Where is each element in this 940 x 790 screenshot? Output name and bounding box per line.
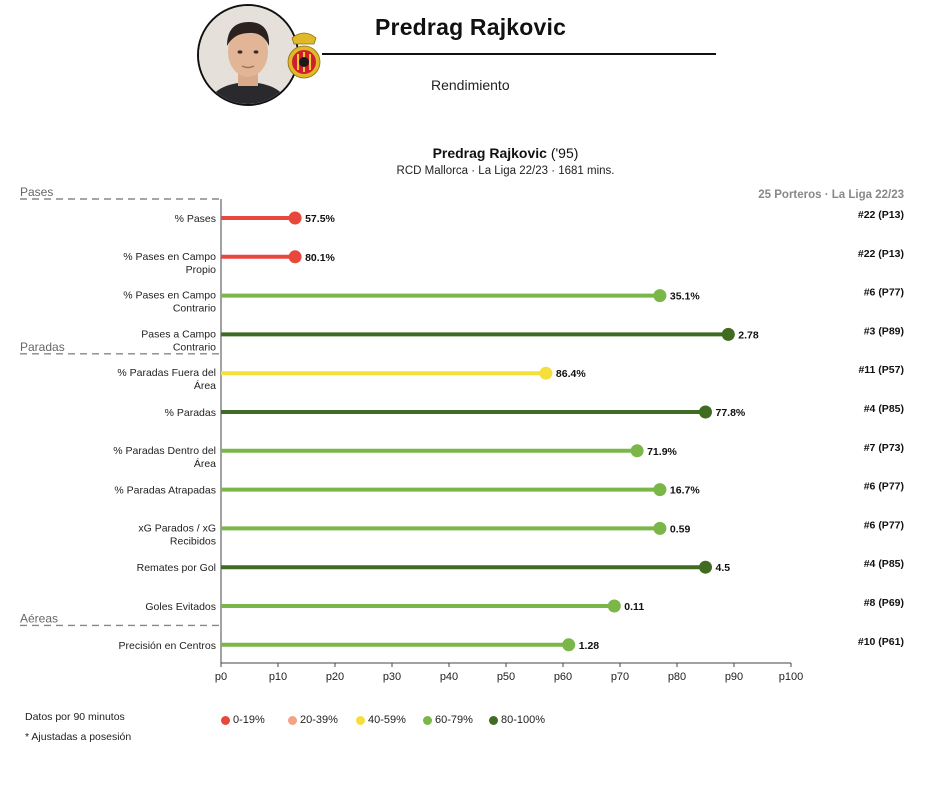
chart-title-name: Predrag Rajkovic [432, 145, 547, 161]
legend-label: 20-39% [300, 714, 338, 726]
note-possession: * Ajustadas a posesión [25, 731, 132, 743]
metric-rank: #4 (P85) [864, 558, 904, 570]
metric-label-line2: Contrario [173, 303, 216, 315]
metric-rank: #22 (P13) [858, 209, 904, 221]
metric-dot [288, 250, 302, 264]
legend-item-40-59: 40-59% [356, 714, 406, 726]
metric-dot [607, 599, 621, 613]
header-divider [322, 53, 716, 55]
section-label: Pases [20, 185, 53, 199]
metric-dot [539, 366, 553, 380]
metric-label-line2: Área [194, 457, 216, 470]
x-tick-label: p50 [497, 671, 515, 683]
legend-item-80-100: 80-100% [489, 714, 545, 726]
metric-dot [653, 483, 667, 497]
metric-value: 2.78 [738, 329, 759, 341]
metric-label-line1: % Pases en Campo [123, 251, 216, 263]
metric-rank: #6 (P77) [864, 481, 904, 493]
metric-dot [288, 211, 302, 225]
x-tick-label: p10 [269, 671, 287, 683]
metric-dot [699, 560, 712, 574]
x-tick-label: p60 [554, 671, 572, 683]
metric-rank: #6 (P77) [864, 287, 904, 299]
metric-rank: #22 (P13) [858, 248, 904, 260]
chart-title: Predrag Rajkovic ('95) [0, 145, 940, 161]
cohort-label: 25 Porteros · La Liga 22/23 [758, 189, 904, 201]
metric-value: 77.8% [716, 407, 746, 419]
chart-title-year: ('95) [550, 145, 579, 161]
metric-label-line2: Contrario [173, 341, 216, 353]
legend-label: 40-59% [368, 714, 406, 726]
metric-label: % Paradas [165, 407, 216, 419]
metric-label-line1: Pases a Campo [141, 328, 216, 340]
x-tick-label: p40 [440, 671, 458, 683]
metric-value: 16.7% [670, 485, 700, 497]
legend-swatch [356, 715, 365, 725]
metric-label-line1: % Pases en Campo [123, 290, 216, 302]
metric-label-line2: Recibidos [170, 535, 216, 547]
legend-swatch [489, 715, 498, 725]
section-label: Aéreas [20, 611, 58, 625]
metric-label-line1: xG Parados / xG [138, 522, 216, 534]
note-per90: Datos por 90 minutos [25, 711, 125, 723]
x-tick-label: p30 [383, 671, 401, 683]
metric-rank: #3 (P89) [864, 325, 904, 337]
metric-rank: #10 (P61) [858, 636, 904, 648]
legend-item-0-19: 0-19% [221, 714, 265, 726]
club-crest-icon [286, 28, 322, 82]
legend-label: 60-79% [435, 714, 473, 726]
metric-label: Goles Evitados [145, 601, 216, 613]
chart-subtitle: RCD Mallorca · La Liga 22/23 · 1681 mins… [396, 165, 615, 177]
metric-label-line1: % Paradas Dentro del [113, 445, 216, 457]
metric-dot [562, 638, 576, 652]
metric-value: 80.1% [305, 252, 335, 264]
x-tick-label: p20 [326, 671, 344, 683]
metric-rank: #8 (P69) [864, 597, 904, 609]
x-tick-label: p90 [725, 671, 743, 683]
section-label: Paradas [20, 340, 65, 354]
legend-item-60-79: 60-79% [423, 714, 473, 726]
metric-dot [653, 289, 667, 303]
metric-value: 71.9% [647, 446, 677, 458]
player-photo-icon [199, 6, 297, 104]
player-avatar [197, 4, 299, 106]
x-tick-label: p0 [215, 671, 227, 683]
legend-item-20-39: 20-39% [288, 714, 338, 726]
x-tick-label: p70 [611, 671, 629, 683]
metric-dot [630, 444, 644, 458]
metric-label-line2: Propio [186, 264, 217, 276]
metric-label-line1: % Paradas Fuera del [117, 367, 216, 379]
legend-label: 0-19% [233, 714, 265, 726]
metric-rank: #6 (P77) [864, 519, 904, 531]
metric-value: 4.5 [716, 562, 731, 574]
metric-dot [653, 521, 667, 535]
metric-value: 57.5% [305, 213, 335, 225]
metric-value: 86.4% [556, 368, 586, 380]
metric-label: Remates por Gol [137, 562, 216, 574]
legend-swatch [221, 715, 230, 725]
metric-value: 35.1% [670, 291, 700, 303]
legend-label: 80-100% [501, 714, 546, 726]
x-tick-label: p100 [779, 671, 803, 683]
legend-swatch [288, 715, 297, 725]
metric-label: % Pases [175, 213, 216, 225]
metric-label: Precisión en Centros [119, 640, 216, 652]
header-player-name: Predrag Rajkovic [375, 14, 567, 40]
metric-dot [721, 327, 735, 341]
metric-value: 1.28 [579, 640, 600, 652]
metric-rank: #7 (P73) [864, 442, 904, 454]
metric-rank: #11 (P57) [858, 364, 904, 376]
header-subtitle: Rendimiento [431, 77, 510, 93]
metric-value: 0.11 [624, 601, 644, 613]
metric-label-line2: Área [194, 379, 216, 392]
metric-dot [699, 405, 712, 419]
x-tick-label: p80 [668, 671, 686, 683]
metric-label: % Paradas Atrapadas [114, 485, 216, 497]
legend-swatch [423, 715, 432, 725]
metric-rank: #4 (P85) [864, 403, 904, 415]
metric-value: 0.59 [670, 523, 691, 535]
